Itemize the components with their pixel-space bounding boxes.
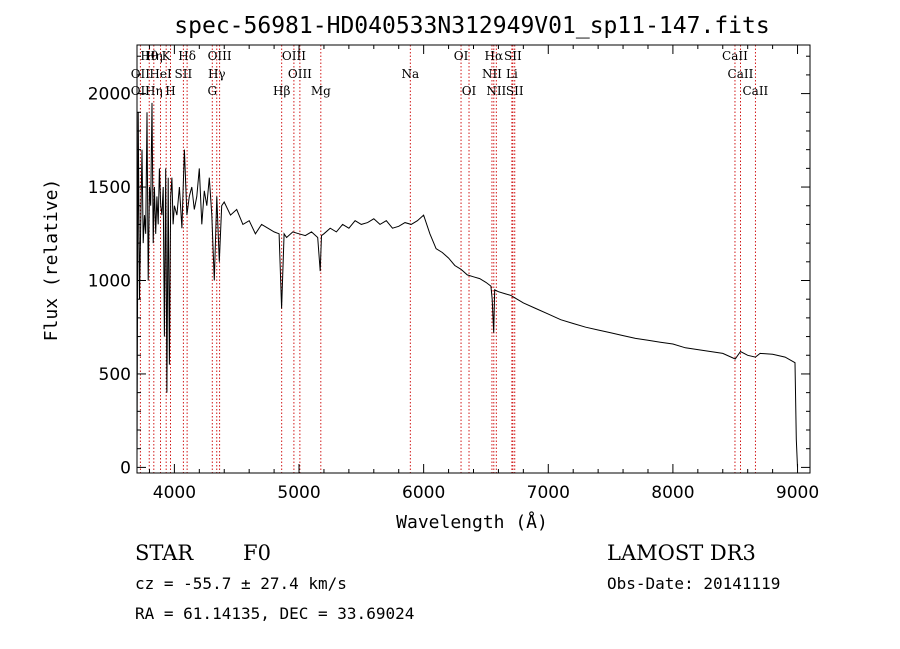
y-axis-label: Flux (relative)	[41, 179, 62, 342]
line-label-h: H	[165, 84, 175, 98]
y-tick-label: 1500	[88, 178, 131, 198]
line-label-oiii: OIII	[208, 49, 232, 63]
object-class-label: STAR	[135, 541, 194, 565]
line-label-oii: OII	[131, 84, 151, 98]
chart-title: spec-56981-HD040533N312949V01_sp11-147.f…	[174, 13, 769, 39]
line-label-oiii: OIII	[288, 67, 312, 81]
line-label-oi: OI	[462, 84, 477, 98]
plot-frame	[136, 44, 811, 474]
line-label-hθ: Hθ	[140, 49, 158, 63]
line-label-hei: HeI	[149, 67, 172, 81]
y-tick-label: 500	[99, 365, 131, 385]
spectral-line-markers	[139, 45, 756, 473]
line-label-oii: OII	[131, 67, 151, 81]
coordinates-label: RA = 61.14135, DEC = 33.69024	[135, 604, 414, 623]
line-label-sii: SII	[504, 49, 522, 63]
redshift-label: cz = -55.7 ± 27.4 km/s	[135, 574, 347, 593]
line-label-hα: Hα	[485, 49, 504, 63]
x-tick-label: 4000	[153, 483, 196, 503]
line-label-g: G	[207, 84, 217, 98]
line-label-oiii: OIII	[282, 49, 306, 63]
line-label-nii: NII	[486, 84, 506, 98]
x-tick-label: 9000	[776, 483, 819, 503]
spectrum-series-line	[136, 102, 798, 468]
line-label-hη: Hη	[145, 84, 163, 98]
line-label-li: Li	[506, 67, 518, 81]
line-label-hβ: Hβ	[273, 84, 290, 98]
line-label-hδ: Hδ	[178, 49, 196, 63]
y-tick-label: 2000	[88, 85, 131, 105]
x-axis: 4000 5000 6000 7000 8000 9000	[148, 45, 819, 503]
y-tick-label: 0	[120, 458, 131, 478]
line-label-sii: SII	[506, 84, 524, 98]
x-tick-label: 8000	[651, 483, 694, 503]
line-label-sii: SII	[175, 67, 193, 81]
line-label-hγ: Hγ	[208, 67, 226, 81]
line-label-mg: Mg	[311, 84, 331, 98]
y-tick-label: 1000	[88, 271, 131, 291]
obs-date-label: Obs-Date: 20141119	[607, 574, 780, 593]
x-tick-label: 5000	[277, 483, 320, 503]
x-axis-label: Wavelength (Å)	[396, 511, 548, 533]
survey-label: LAMOST DR3	[607, 541, 756, 565]
x-tick-label: 7000	[527, 483, 570, 503]
line-label-caii: CaII	[722, 49, 748, 63]
line-label-caii: CaII	[742, 84, 768, 98]
object-subclass-label: F0	[243, 541, 271, 565]
line-label-caii: CaII	[728, 67, 754, 81]
line-label-na: Na	[401, 67, 419, 81]
line-label-k: K	[162, 49, 172, 63]
line-label-nii: NII	[482, 67, 502, 81]
line-label-oi: OI	[454, 49, 469, 63]
y-axis: 0 500 1000 1500 2000	[88, 55, 810, 478]
line-label-hη: Hη	[145, 49, 163, 63]
x-tick-label: 6000	[402, 483, 445, 503]
